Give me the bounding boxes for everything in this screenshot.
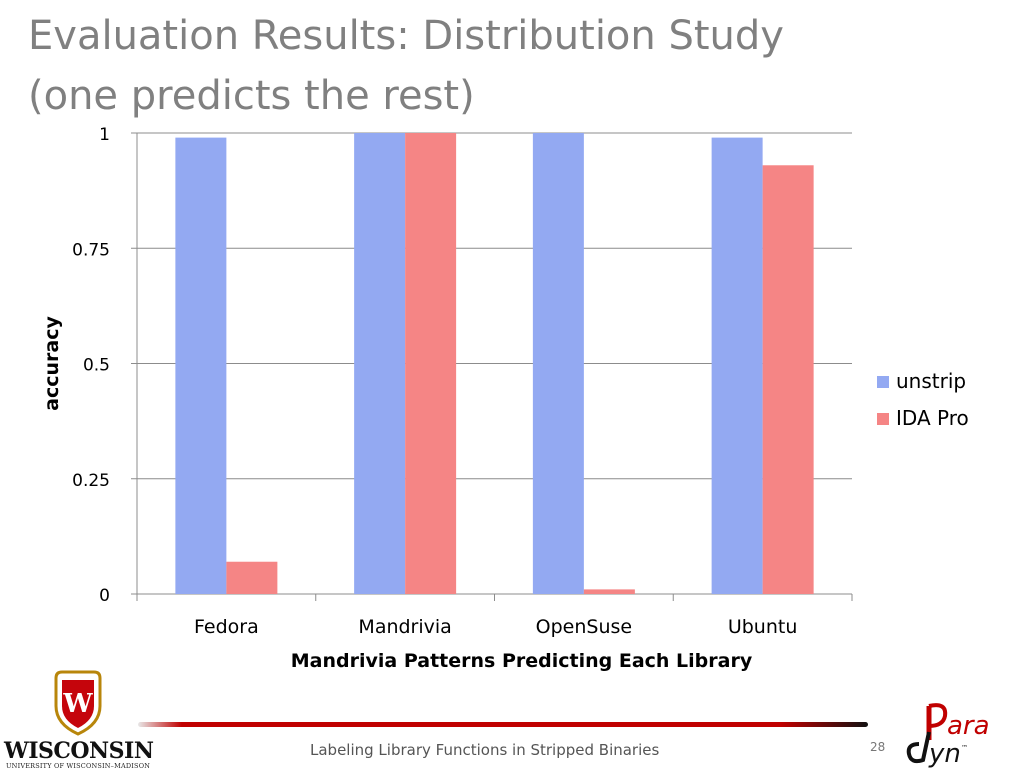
wisconsin-wordmark: WISCONSIN [4, 738, 154, 764]
slide-title-line-1: Evaluation Results: Distribution Study [28, 13, 784, 59]
paradyn-bottom-text: yn [928, 739, 961, 768]
x-tick-label: Mandrivia [358, 616, 451, 638]
wisconsin-logo: W WISCONSIN UNIVERSITY OF WISCONSIN–MADI… [4, 668, 164, 770]
slide-title-line-2: (one predicts the rest) [28, 73, 475, 119]
bar [762, 165, 814, 594]
legend-label: IDA Pro [896, 406, 969, 430]
svg-text:W: W [62, 689, 93, 719]
bar [226, 561, 278, 594]
footer-text: Labeling Library Functions in Stripped B… [310, 741, 660, 759]
y-axis-title: accuracy [41, 316, 63, 411]
x-tick-label: OpenSuse [536, 616, 632, 638]
paradyn-tm: ™ [961, 744, 968, 752]
bar-chart: 0 0.25 0.5 0.75 1 Fedora Mandrivia OpenSuse Ubun… [41, 125, 969, 672]
x-axis-title: Mandrivia Patterns Predicting Each Libra… [291, 650, 753, 672]
y-tick-label: 1 [99, 125, 110, 145]
x-tick-label: Ubuntu [728, 616, 798, 638]
bar [532, 133, 584, 594]
page-number: 28 [870, 740, 886, 754]
bar [711, 137, 763, 595]
bar [405, 133, 457, 594]
paradyn-top-text: ara [947, 711, 990, 741]
wisconsin-subtitle: UNIVERSITY OF WISCONSIN–MADISON [6, 762, 151, 770]
x-tick-label: Fedora [194, 616, 259, 638]
slide-title: Evaluation Results: Distribution Study (… [28, 6, 928, 126]
bar [354, 133, 406, 594]
legend-swatch [877, 376, 889, 388]
bar [583, 589, 635, 594]
paradyn-logo: ara yn ™ [906, 703, 990, 768]
y-tick-label: 0.5 [83, 356, 110, 376]
legend-swatch [877, 413, 889, 425]
y-tick-label: 0.25 [72, 471, 110, 491]
bar [175, 137, 227, 595]
y-tick-label: 0 [99, 586, 110, 606]
y-tick-label: 0.75 [72, 240, 110, 260]
crest-icon: W [54, 670, 102, 736]
legend-label: unstrip [896, 369, 966, 393]
footer-divider [138, 722, 868, 727]
